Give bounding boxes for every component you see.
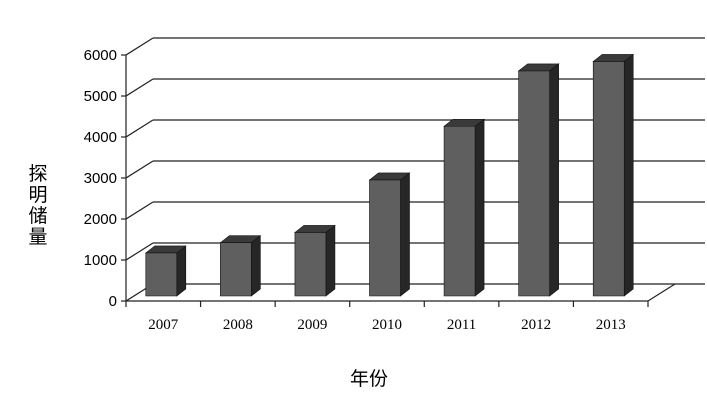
y-tick-label: 4000 xyxy=(84,129,117,146)
x-tick-label: 2009 xyxy=(297,317,327,333)
bar-front xyxy=(369,179,401,297)
bar-side xyxy=(400,172,410,297)
bar-front xyxy=(294,232,327,297)
x-tick-label: 2007 xyxy=(148,317,179,333)
bar-front xyxy=(220,242,252,297)
bar-front xyxy=(518,70,550,297)
y-tick-label: 3000 xyxy=(84,170,117,187)
y-tick-label: 1000 xyxy=(84,252,117,269)
bar-2010 xyxy=(368,172,411,297)
y-tick-label: 2000 xyxy=(84,211,117,228)
gridline-diagonal xyxy=(125,201,154,220)
bar-2007 xyxy=(144,245,187,297)
bar-side xyxy=(474,118,485,297)
x-tick-label: 2008 xyxy=(223,317,253,333)
y-axis-label: 探明储量 xyxy=(28,163,48,248)
bar-2009 xyxy=(294,224,336,297)
gridline-diagonal xyxy=(125,37,154,56)
y-tick-label: 6000 xyxy=(84,47,117,64)
bar-front xyxy=(145,252,178,297)
gridline-diagonal xyxy=(125,78,154,97)
y-tick-label: 0 xyxy=(109,293,117,310)
bar-side xyxy=(623,53,634,297)
gridline-diagonal xyxy=(125,119,154,138)
gridline-diagonal xyxy=(125,242,154,261)
y-tick-label: 5000 xyxy=(84,88,117,105)
floor-edge xyxy=(647,283,676,302)
bar-2013 xyxy=(592,53,635,297)
bar-side xyxy=(549,63,559,297)
bar-2012 xyxy=(517,63,560,297)
bar-side xyxy=(176,245,187,297)
bar-side xyxy=(325,224,336,297)
x-tick-label: 2012 xyxy=(521,317,551,333)
bar-2008 xyxy=(219,235,262,297)
gridline-diagonal xyxy=(125,160,154,179)
bar-front xyxy=(592,61,625,297)
x-tick-label: 2013 xyxy=(596,317,626,333)
bar-2011 xyxy=(443,118,485,297)
bar-front xyxy=(443,125,476,297)
x-axis-label: 年份 xyxy=(350,368,389,390)
x-tick-label: 2010 xyxy=(372,317,402,333)
bar-side xyxy=(251,235,261,297)
x-tick-label: 2011 xyxy=(447,317,476,333)
